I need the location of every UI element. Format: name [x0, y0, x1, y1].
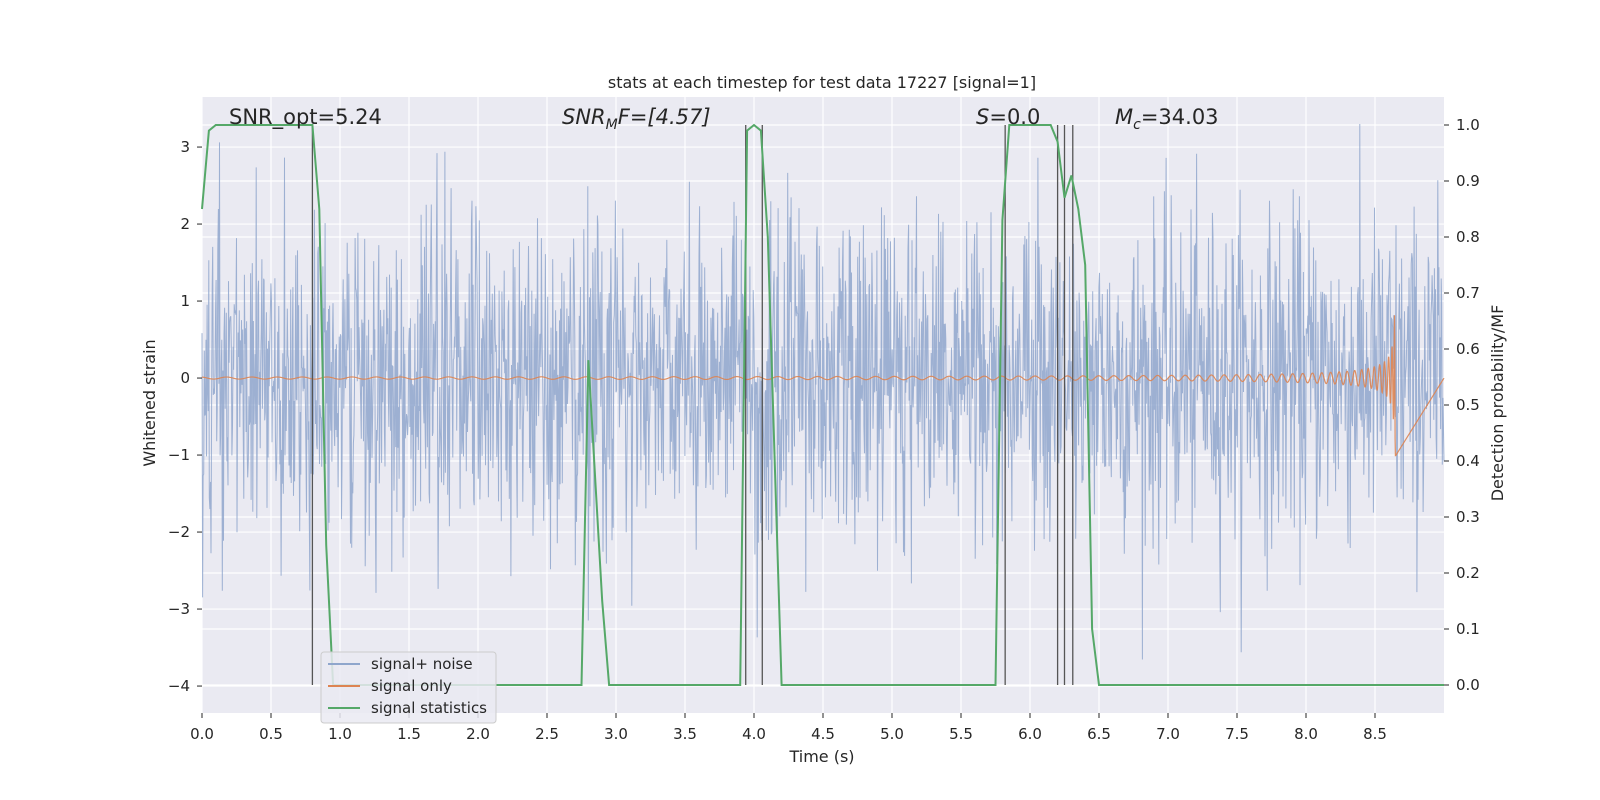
- y-tick-label-right: 0.5: [1456, 396, 1480, 414]
- legend-label-noise: signal+ noise: [371, 655, 473, 673]
- legend-box: [320, 651, 497, 724]
- signal-plus-noise-series: [201, 123, 1445, 660]
- x-tick-label: 8.5: [1363, 725, 1387, 743]
- y-tick-label-left: −2: [168, 523, 190, 541]
- y-axis-label-left: Whitened strain: [140, 339, 159, 466]
- x-tick-label: 2.0: [466, 725, 490, 743]
- x-tick-label: 7.5: [1225, 725, 1249, 743]
- legend: signal+ noise signal only signal statist…: [320, 651, 497, 724]
- x-tick-label: 2.5: [535, 725, 559, 743]
- chart-title: stats at each timestep for test data 172…: [608, 73, 1036, 92]
- x-tick-label: 6.0: [1018, 725, 1042, 743]
- x-tick-label: 3.5: [673, 725, 697, 743]
- vertical-markers: [311, 125, 1074, 685]
- y-tick-label-right: 0.4: [1456, 452, 1480, 470]
- y-tick-label-right: 0.6: [1456, 340, 1480, 358]
- signal-noise-line: [201, 123, 1445, 660]
- signal-only-line: [201, 315, 1445, 457]
- x-tick-label: 7.0: [1156, 725, 1180, 743]
- y-tick-label-left: −4: [168, 677, 190, 695]
- signal-statistics-line: [201, 123, 1444, 686]
- y-tick-label-right: 1.0: [1456, 116, 1480, 134]
- x-tick-label: 4.0: [742, 725, 766, 743]
- y-ticks-right: 0.0 0.1 0.2 0.3 0.4 0.5 0.6 0.7 0.8 0.9 1.0: [1444, 116, 1480, 694]
- y-tick-label-left: 1: [180, 292, 190, 310]
- y-tick-label-right: 0.3: [1456, 508, 1480, 526]
- signal-only-series: [201, 315, 1445, 457]
- x-tick-label: 5.5: [949, 725, 973, 743]
- y-tick-label-right: 0.7: [1456, 284, 1480, 302]
- y-tick-label-right: 0.0: [1456, 676, 1480, 694]
- y-tick-label-left: 0: [180, 369, 190, 387]
- y-tick-label-right: 0.8: [1456, 228, 1480, 246]
- x-tick-label: 0.0: [190, 725, 214, 743]
- y-tick-label-left: −1: [168, 446, 190, 464]
- y-tick-label-left: 2: [180, 215, 190, 233]
- annotation-snr-opt: SNR_opt=5.24: [229, 105, 382, 130]
- annotation-s: S=0.0: [976, 105, 1040, 129]
- x-tick-label: 5.0: [880, 725, 904, 743]
- x-tick-label: 6.5: [1087, 725, 1111, 743]
- annotation-snr-mf: SNRMF=[4.57]: [562, 105, 711, 133]
- y-tick-label-right: 0.1: [1456, 620, 1480, 638]
- x-axis-label: Time (s): [788, 747, 854, 766]
- y-tick-label-left: −3: [168, 600, 190, 618]
- x-tick-label: 0.5: [259, 725, 283, 743]
- y-axis-label-right: Detection probability/MF: [1488, 305, 1507, 502]
- x-tick-label: 4.5: [811, 725, 835, 743]
- y-tick-label-right: 0.2: [1456, 564, 1480, 582]
- x-tick-label: 1.0: [328, 725, 352, 743]
- x-tick-label: 8.0: [1294, 725, 1318, 743]
- signal-statistics-series: [201, 123, 1444, 686]
- annotation-mc: Mc=34.03: [1115, 105, 1219, 133]
- x-tick-label: 3.0: [604, 725, 628, 743]
- legend-label-stats: signal statistics: [371, 699, 487, 717]
- x-ticks: 0.0 0.5 1.0 1.5 2.0 2.5 3.0 3.5 4.0 4.5 5.0 5.5 6.0 6…: [190, 713, 1387, 743]
- y-ticks-left: −4 −3 −2 −1 0 1 2 3: [168, 138, 202, 695]
- legend-label-signal: signal only: [371, 677, 452, 695]
- y-tick-label-right: 0.9: [1456, 172, 1480, 190]
- x-tick-label: 1.5: [397, 725, 421, 743]
- y-tick-label-left: 3: [180, 138, 190, 156]
